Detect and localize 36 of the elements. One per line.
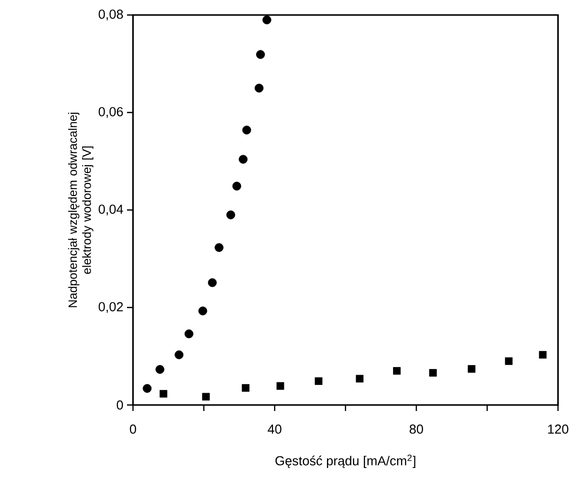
- point: [184, 329, 194, 338]
- x-tick-label: 80: [410, 424, 424, 434]
- point: [254, 84, 264, 93]
- point: [276, 382, 284, 390]
- point: [314, 377, 322, 385]
- point: [356, 374, 364, 382]
- point: [429, 369, 437, 377]
- y-tick-label: 0,08: [98, 10, 123, 20]
- y-tick-label: 0,02: [98, 302, 123, 313]
- x-axis-title: Gęstość prądu [mA/cm$^{2}$]: [275, 454, 416, 468]
- point: [208, 278, 217, 288]
- point: [238, 154, 248, 164]
- y-tick-label: 0,06: [98, 107, 123, 118]
- point: [202, 392, 210, 401]
- point: [468, 365, 476, 373]
- point: [198, 306, 208, 316]
- x-tick-label: 0: [130, 424, 136, 434]
- point: [142, 384, 152, 393]
- point: [160, 390, 168, 398]
- point: [232, 182, 242, 191]
- point: [214, 243, 224, 252]
- point: [538, 350, 547, 359]
- point: [226, 210, 236, 220]
- y-axis-title: Nadpotencjał względem odwracalnej elektrody wodorowej [V]: [68, 112, 94, 308]
- point: [174, 350, 184, 360]
- y-tick-label: 0,04: [98, 204, 124, 216]
- x-tick-label: 40: [268, 424, 282, 434]
- point: [156, 365, 164, 374]
- point: [504, 357, 513, 365]
- point: [393, 367, 401, 375]
- y-tick-label: 0: [116, 400, 123, 410]
- point: [242, 126, 252, 134]
- x-tick-label: 120: [548, 424, 568, 434]
- point: [256, 50, 265, 59]
- point: [242, 384, 250, 392]
- point: [262, 15, 272, 24]
